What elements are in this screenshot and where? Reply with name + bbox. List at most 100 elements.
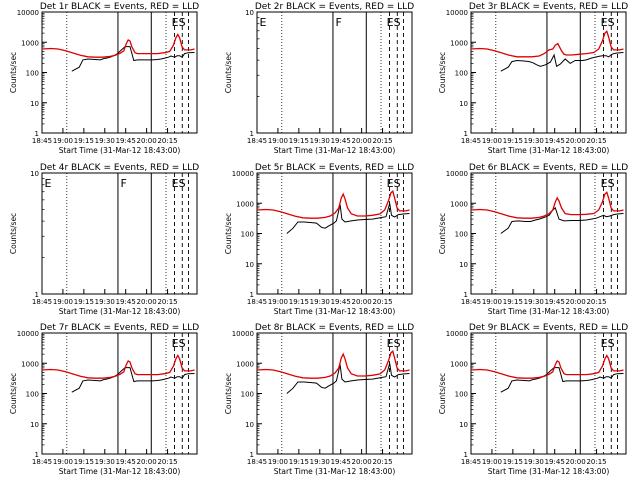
marker-label-es: ES	[387, 177, 401, 190]
panel-title: Det 8r BLACK = Events, RED = LLD	[255, 323, 414, 333]
panel-title: Det 5r BLACK = Events, RED = LLD	[255, 163, 414, 173]
x-tick-label: 19:15	[503, 137, 523, 145]
x-tick-label: 20:15	[157, 458, 177, 466]
x-tick-label: 20:00	[566, 298, 586, 306]
x-axis-label: Start Time (31-Mar-12 18:43:00)	[274, 307, 396, 316]
marker-label-es: ES	[172, 337, 186, 350]
x-tick-label: 20:00	[566, 137, 586, 145]
x-tick-label: 19:15	[503, 458, 523, 466]
y-tick-label: 100	[241, 231, 254, 239]
plot-frame	[470, 332, 627, 455]
x-tick-label: 18:45	[461, 298, 481, 306]
y-tick-label: 1000	[450, 200, 468, 208]
x-axis-label: Start Time (31-Mar-12 18:43:00)	[59, 467, 181, 476]
panel-det-2: Det 2r BLACK = Events, RED = LLD 1 10 18:45…	[224, 2, 414, 155]
y-tick-label: 1000	[450, 39, 468, 47]
lld-series-line	[256, 190, 410, 219]
x-tick-label: 19:15	[74, 458, 94, 466]
marker-label-es: ES	[601, 16, 615, 29]
events-series-line	[286, 203, 410, 234]
events-series-line	[500, 52, 624, 72]
marker-label-es: ES	[172, 16, 186, 29]
y-tick-label: 10	[245, 261, 254, 269]
x-tick-label: 19:15	[74, 298, 94, 306]
y-axis-label: Counts/sec	[438, 52, 447, 93]
x-tick-label: 20:00	[137, 458, 157, 466]
x-tick-label: 19:45	[545, 137, 565, 145]
x-tick-label: 18:45	[247, 137, 267, 145]
x-tick-label: 19:30	[310, 458, 330, 466]
y-tick-label: 10	[245, 421, 254, 429]
x-tick-label: 19:45	[331, 458, 351, 466]
y-tick-label: 10000	[232, 170, 254, 178]
x-tick-label: 20:00	[566, 458, 586, 466]
x-tick-label: 19:00	[482, 137, 502, 145]
lld-series-line	[41, 33, 195, 58]
events-series-line	[71, 46, 195, 72]
marker-label-es: ES	[601, 177, 615, 190]
y-tick-label: 1	[250, 291, 254, 299]
x-tick-label: 18:45	[32, 137, 52, 145]
x-tick-label: 19:30	[524, 458, 544, 466]
plot-frame	[41, 332, 198, 455]
y-tick-label: 1000	[236, 200, 254, 208]
plot-frame	[470, 172, 627, 295]
x-tick-label: 20:15	[372, 298, 392, 306]
panel-title: Det 4r BLACK = Events, RED = LLD	[40, 163, 199, 173]
events-series-line	[500, 207, 624, 234]
y-tick-label: 1	[464, 451, 468, 459]
y-tick-label: 100	[26, 391, 39, 399]
panel-title: Det 3r BLACK = Events, RED = LLD	[469, 2, 628, 12]
y-tick-label: 10	[459, 421, 468, 429]
x-axis-label: Start Time (31-Mar-12 18:43:00)	[488, 307, 610, 316]
x-tick-label: 19:30	[524, 137, 544, 145]
y-tick-label: 1	[464, 130, 468, 138]
marker-label-e: E	[260, 16, 267, 29]
lld-series-line	[256, 350, 410, 379]
marker-label-e: E	[45, 177, 52, 190]
y-tick-label: 10	[30, 100, 39, 108]
y-tick-label: 1	[464, 291, 468, 299]
panel-title: Det 7r BLACK = Events, RED = LLD	[40, 323, 199, 333]
panel-det-5: Det 5r BLACK = Events, RED = LLD 1 10 100 10…	[224, 163, 414, 316]
plot-frame	[256, 172, 413, 295]
y-tick-label: 1000	[21, 360, 39, 368]
x-tick-label: 19:30	[524, 298, 544, 306]
panel-det-9: Det 9r BLACK = Events, RED = LLD 1 10 100 10…	[438, 323, 628, 476]
plot-frame	[470, 11, 627, 134]
lld-series-line	[41, 354, 195, 379]
x-axis-label: Start Time (31-Mar-12 18:43:00)	[59, 146, 181, 155]
x-tick-label: 19:00	[482, 458, 502, 466]
y-tick-label: 1	[250, 130, 254, 138]
plot-frame	[256, 11, 413, 134]
y-tick-label: 10000	[17, 9, 39, 17]
x-tick-label: 19:45	[116, 137, 136, 145]
x-tick-label: 19:30	[310, 137, 330, 145]
y-axis-label: Counts/sec	[224, 373, 233, 414]
x-tick-label: 20:15	[586, 298, 606, 306]
x-axis-label: Start Time (31-Mar-12 18:43:00)	[274, 467, 396, 476]
events-series-line	[500, 367, 624, 393]
y-tick-label: 100	[455, 231, 468, 239]
x-tick-label: 19:45	[331, 298, 351, 306]
marker-label-f: F	[121, 177, 127, 190]
y-axis-label: Counts/sec	[224, 52, 233, 93]
y-tick-label: 100	[455, 391, 468, 399]
x-tick-label: 19:15	[289, 458, 309, 466]
x-tick-label: 18:45	[461, 458, 481, 466]
y-tick-label: 1	[35, 451, 39, 459]
y-tick-label: 10	[245, 9, 254, 17]
plot-frame	[41, 172, 198, 295]
x-tick-label: 19:30	[310, 298, 330, 306]
panel-title: Det 1r BLACK = Events, RED = LLD	[40, 2, 199, 12]
x-tick-label: 18:45	[32, 298, 52, 306]
x-tick-label: 19:30	[95, 137, 115, 145]
lld-series-line	[470, 354, 624, 379]
events-series-line	[286, 363, 410, 394]
x-axis-label: Start Time (31-Mar-12 18:43:00)	[274, 146, 396, 155]
y-tick-label: 10000	[232, 330, 254, 338]
x-tick-label: 20:00	[352, 298, 372, 306]
x-tick-label: 19:45	[331, 137, 351, 145]
x-tick-label: 19:00	[53, 137, 73, 145]
panel-det-7: Det 7r BLACK = Events, RED = LLD 1 10 100 10…	[9, 323, 199, 476]
